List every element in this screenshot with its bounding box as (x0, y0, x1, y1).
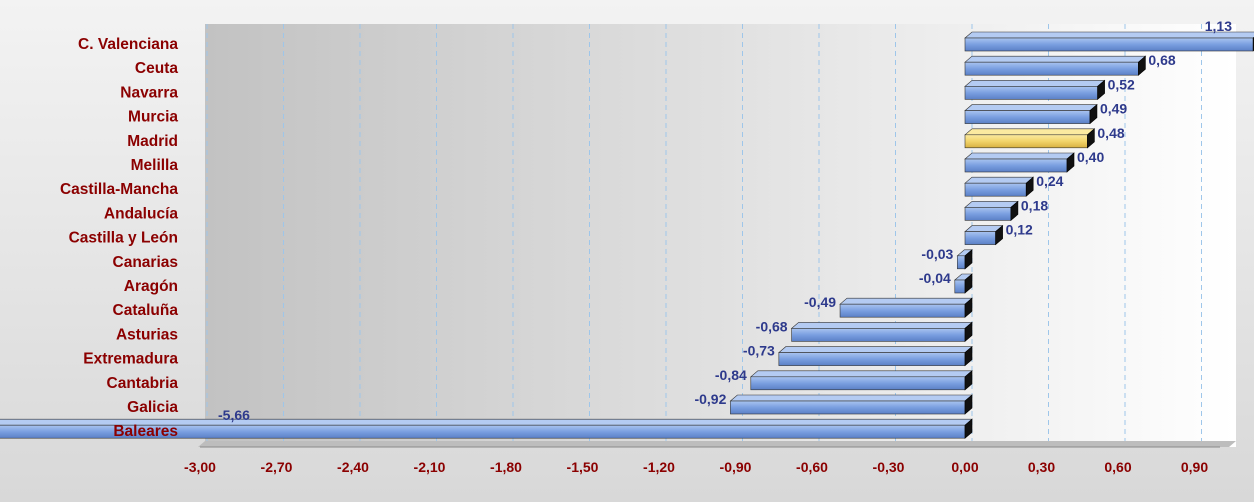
bar-baleares (0, 418, 973, 439)
bar-castilla-y-le-n (964, 224, 1004, 246)
category-label: Ceuta (135, 60, 178, 77)
category-label: Madrid (127, 133, 178, 150)
tick-label: -2,40 (337, 459, 369, 475)
value-label: -0,03 (921, 246, 953, 262)
value-label: -0,84 (715, 367, 747, 383)
grid-lines (206, 24, 1202, 441)
bar-castilla-mancha (964, 176, 1035, 197)
bar-melilla (964, 152, 1075, 173)
bars (0, 31, 1254, 439)
category-label: Cataluña (113, 302, 179, 319)
category-labels: C. Valenciana Ceuta Navarra Murcia Madrid Mel… (60, 36, 178, 440)
bar-navarra (964, 79, 1106, 101)
category-label: Cantabria (107, 375, 179, 392)
tick-label: -1,80 (490, 459, 522, 475)
category-label: Murcia (128, 109, 178, 126)
value-label: -0,49 (804, 294, 836, 310)
value-label: 0,24 (1036, 173, 1063, 189)
category-label: Baleares (113, 423, 178, 440)
value-label: -0,04 (919, 270, 951, 286)
tick-label: -2,10 (414, 459, 446, 475)
value-label: -5,66 (218, 407, 250, 423)
bar-arag-n (953, 273, 973, 294)
value-label: 0,52 (1108, 76, 1135, 92)
tick-label: 0,00 (951, 459, 978, 475)
tick-label: 0,60 (1104, 459, 1131, 475)
tick-label: -1,20 (643, 459, 675, 475)
value-label: 0,68 (1148, 52, 1175, 68)
value-labels: 1,13 0,68 0,52 0,49 0,48 0,40 0,24 0,18 0,12 -0,0… (218, 18, 1232, 423)
tick-label: -0,60 (796, 459, 828, 475)
tick-label: -1,50 (567, 459, 599, 475)
category-label: C. Valenciana (78, 36, 178, 53)
tick-label: -3,00 (184, 459, 216, 475)
bar-galicia (729, 394, 973, 415)
plot-floor (198, 441, 1236, 447)
tick-label: -0,30 (873, 459, 905, 475)
bar-asturias (790, 321, 973, 343)
value-label: -0,92 (694, 391, 726, 407)
value-label: 0,49 (1100, 101, 1127, 117)
value-label: -0,73 (743, 343, 775, 359)
value-label: -0,68 (756, 318, 788, 334)
tick-label: 0,90 (1181, 459, 1208, 475)
bar-ceuta (964, 55, 1147, 76)
bar-canarias (956, 249, 973, 270)
category-label: Galicia (127, 399, 178, 416)
bar-madrid (964, 128, 1096, 149)
category-label: Asturias (116, 326, 178, 343)
category-label: Castilla y León (69, 230, 178, 247)
value-label: 0,12 (1006, 222, 1033, 238)
bar-catalu-a (839, 297, 973, 318)
category-label: Canarias (113, 254, 178, 271)
category-label: Andalucía (104, 205, 178, 222)
bar-murcia (964, 103, 1098, 125)
tick-label: -0,90 (720, 459, 752, 475)
bar-cantabria (749, 370, 973, 391)
category-label: Melilla (131, 157, 179, 174)
value-label: 0,48 (1097, 125, 1124, 141)
category-label: Navarra (120, 84, 178, 101)
value-label: 0,18 (1021, 197, 1048, 213)
bar-andaluc-a (964, 200, 1019, 222)
tick-labels: -3,00 -2,70 -2,40 -2,10 -1,80 -1,50 -1,20 -0,90… (184, 459, 1208, 475)
category-label: Extremadura (83, 351, 178, 368)
tick-label: -2,70 (261, 459, 293, 475)
bar-c-valenciana (964, 31, 1254, 52)
bar-extremadura (778, 345, 973, 367)
value-label: 1,13 (1205, 18, 1232, 34)
category-label: Castilla-Mancha (60, 181, 178, 198)
tick-label: 0,30 (1028, 459, 1055, 475)
value-label: 0,40 (1077, 149, 1104, 165)
category-label: Aragón (124, 278, 178, 295)
